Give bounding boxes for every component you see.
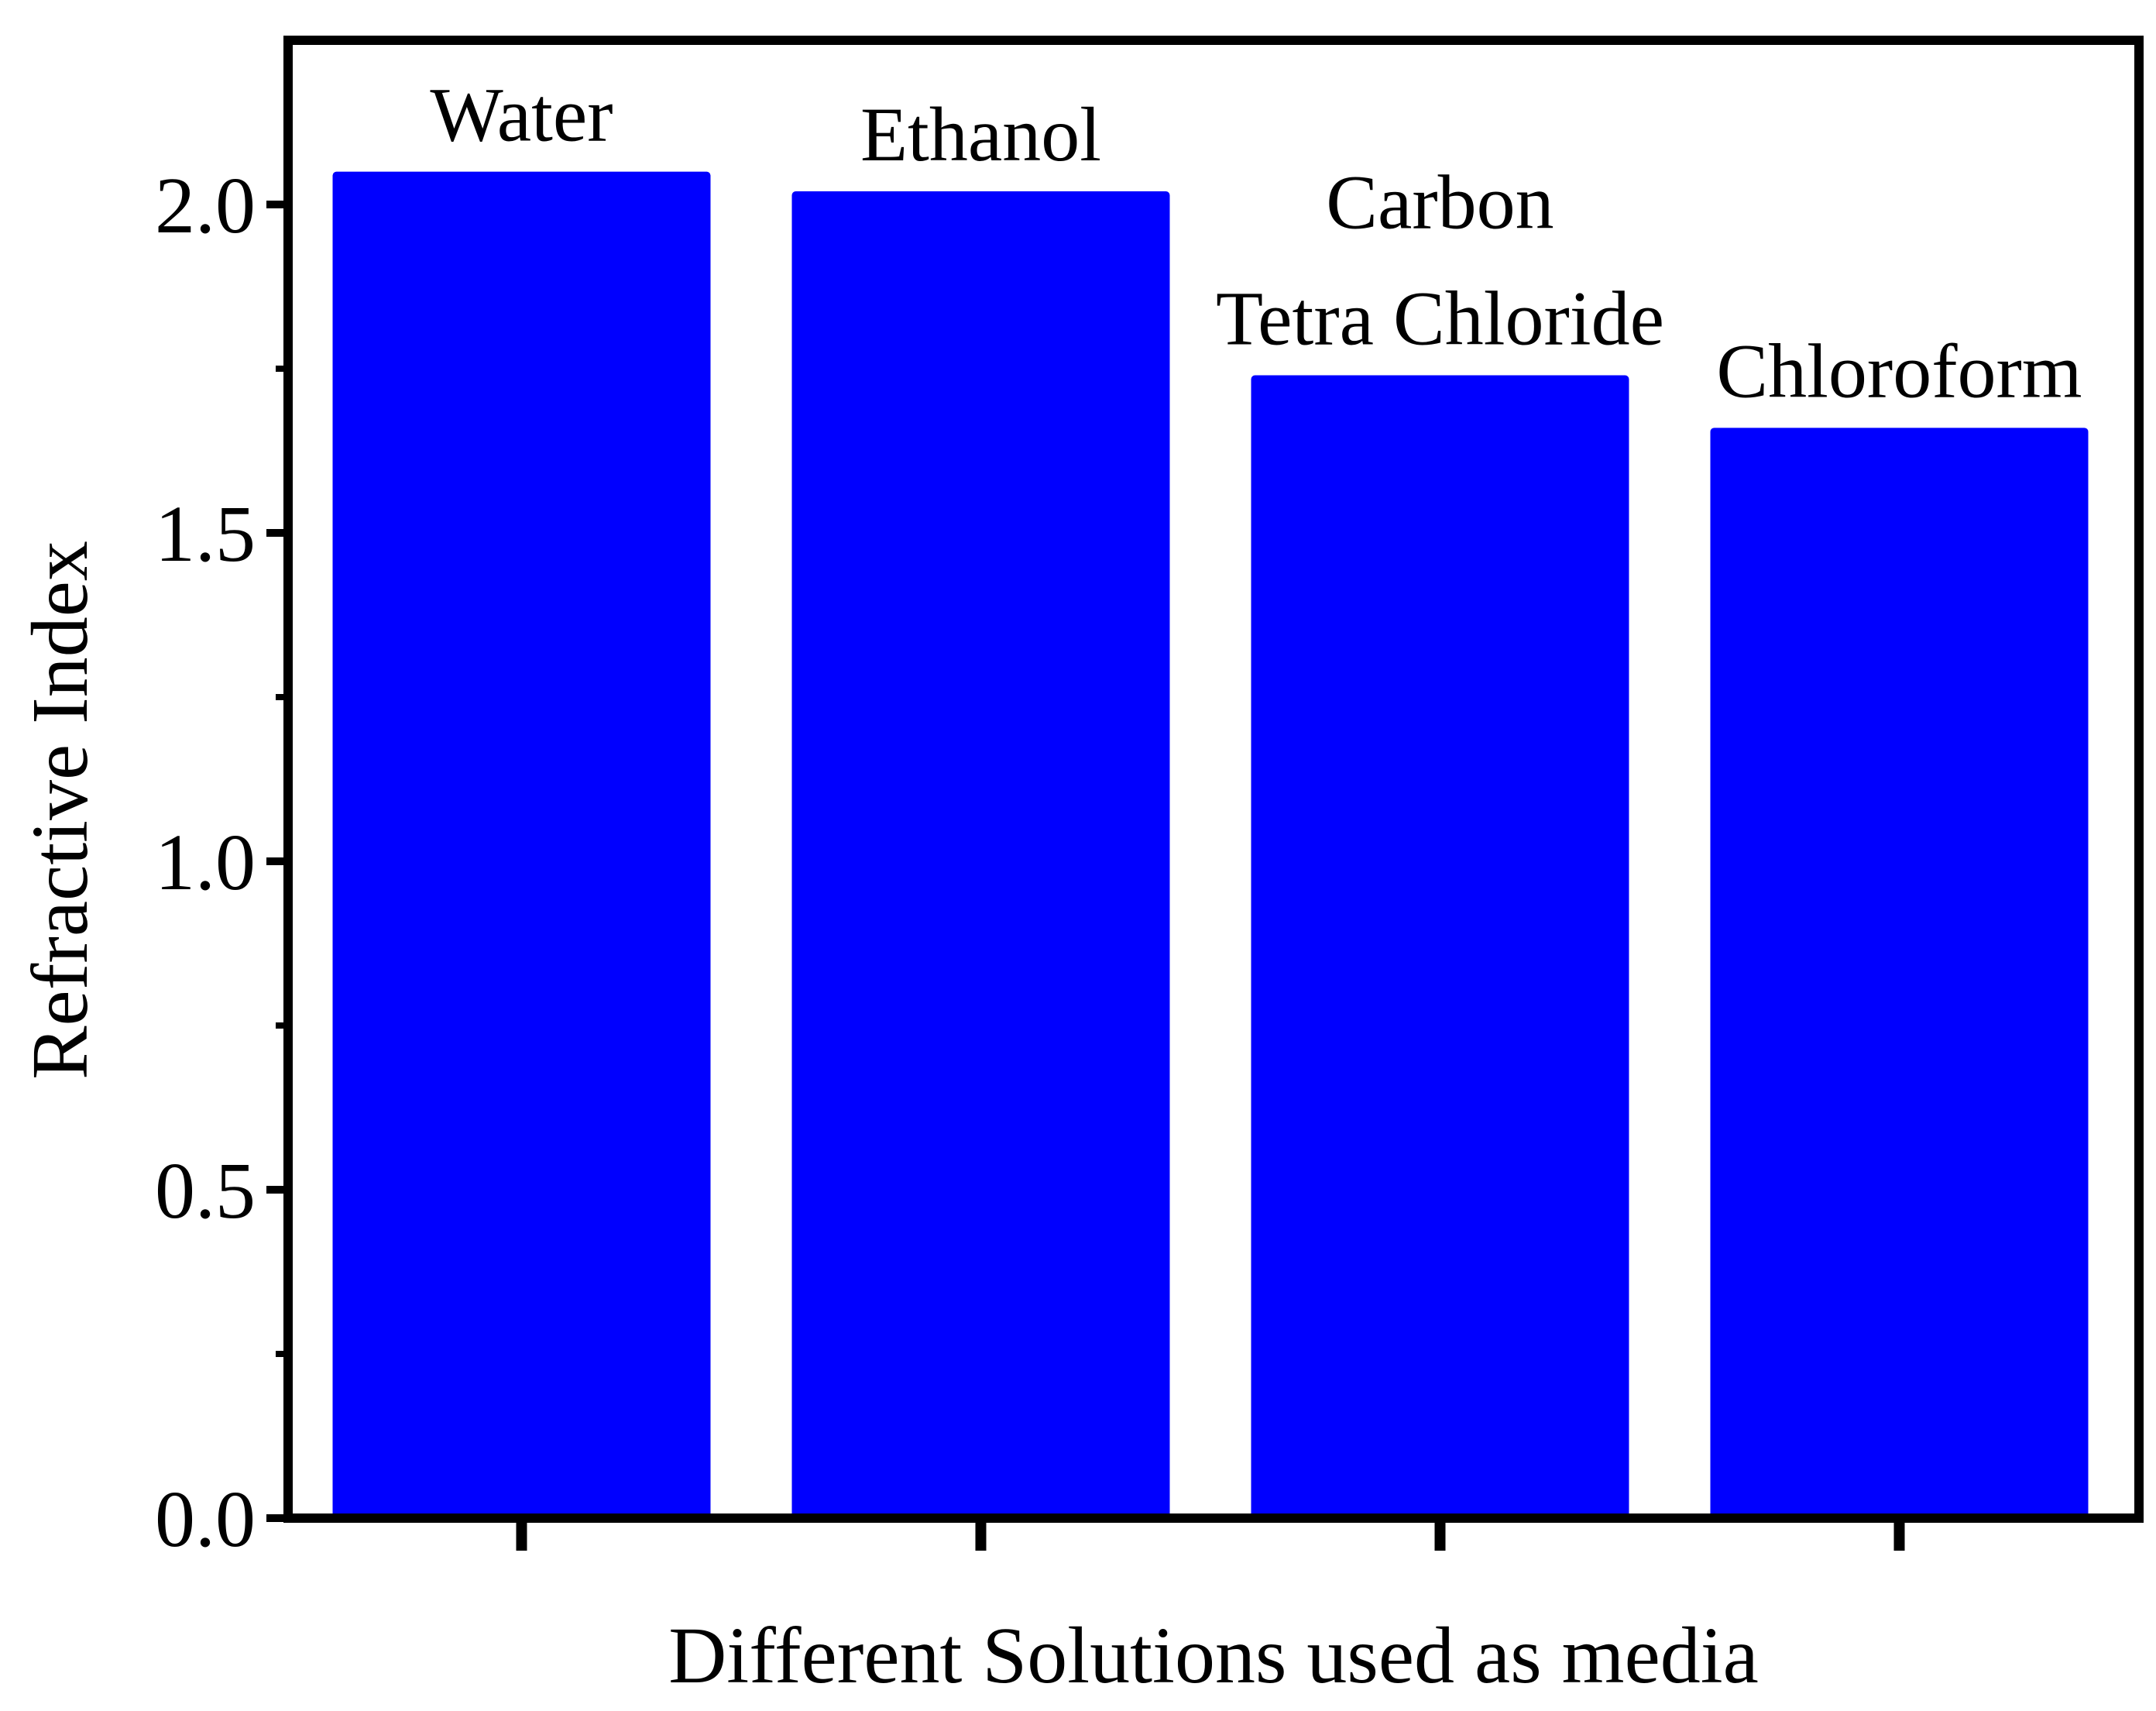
y-tick-label: 2.0 <box>155 161 256 250</box>
bar-label-line: Chloroform <box>1716 328 2082 414</box>
bar-chloroform <box>1710 428 2089 1518</box>
plot-frame <box>283 36 2144 1523</box>
bar-label-line: Tetra Chloride <box>1216 275 1664 361</box>
y-tick-label: 0.5 <box>155 1146 256 1235</box>
bar-label-ethanol: Ethanol <box>860 91 1101 177</box>
bar-water <box>332 171 711 1519</box>
bars-layer <box>332 171 2089 1519</box>
y-tick-label: 1.0 <box>155 818 256 907</box>
bar-label-carbon-tetra-chloride: Carbon Tetra Chloride <box>1216 159 1664 361</box>
bar-label-line: Water <box>430 72 613 158</box>
x-axis-title: Different Solutions used as media <box>668 1611 1759 1700</box>
bar-label-chloroform: Chloroform <box>1716 328 2082 414</box>
bar-label-line: Ethanol <box>860 91 1101 177</box>
bar-ethanol <box>791 191 1170 1518</box>
y-tick-label: 0.0 <box>155 1475 256 1564</box>
y-axis-title: Refractive Index <box>15 541 105 1080</box>
bar-carbon-tetra-chloride <box>1251 375 1629 1519</box>
category-labels-layer: Water Ethanol Carbon Tetra Chloride Chlorofo… <box>430 72 2082 414</box>
bar-label-water: Water <box>430 72 613 158</box>
bar-label-line: Carbon <box>1326 159 1553 245</box>
axes-layer: 0.0 0.5 1.0 1.5 2.0 <box>155 36 2144 1564</box>
y-tick-label: 1.5 <box>155 490 256 579</box>
